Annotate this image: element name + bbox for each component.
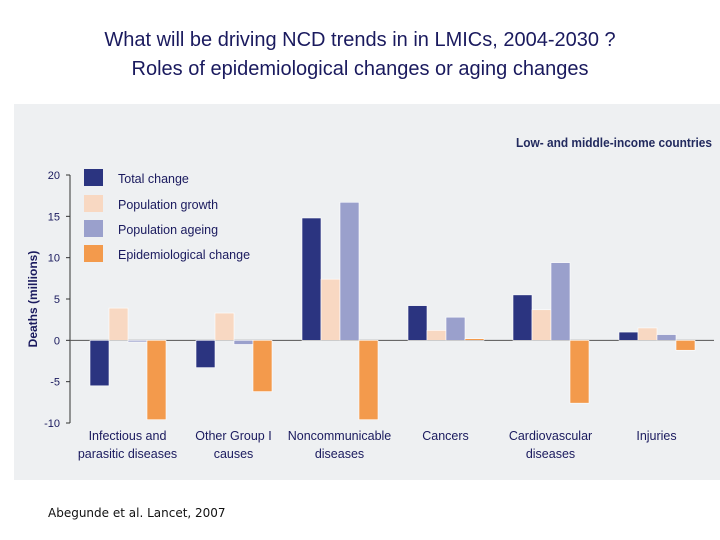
bar bbox=[320, 278, 341, 341]
y-tick-label: -5 bbox=[50, 377, 60, 389]
category-label: Infectious and bbox=[89, 429, 167, 443]
legend-label: Epidemiological change bbox=[118, 248, 250, 262]
bar bbox=[214, 312, 235, 341]
y-tick-label: -10 bbox=[44, 418, 60, 430]
y-axis-label: Deaths (millions) bbox=[26, 251, 40, 348]
bar bbox=[531, 309, 552, 341]
category-label: diseases bbox=[526, 447, 575, 461]
chart-panel: Low- and middle-income countries Deaths (… bbox=[14, 104, 720, 480]
title-line-1: What will be driving NCD trends in in LM… bbox=[104, 29, 616, 51]
y-tick-label: 15 bbox=[48, 211, 60, 223]
bar bbox=[301, 217, 322, 341]
y-tick-label: 5 bbox=[54, 294, 60, 306]
bar bbox=[426, 330, 447, 341]
bar bbox=[550, 262, 571, 341]
bar bbox=[675, 340, 696, 351]
bar bbox=[618, 331, 639, 341]
bar bbox=[146, 340, 167, 420]
category-label: Injuries bbox=[636, 429, 676, 443]
legend-swatch bbox=[84, 220, 103, 237]
bar bbox=[252, 340, 273, 392]
bar bbox=[127, 340, 148, 343]
chart-title: Low- and middle-income countries bbox=[516, 136, 712, 150]
bar bbox=[637, 327, 658, 341]
title-line-2: Roles of epidemiological changes or agin… bbox=[131, 58, 589, 80]
bar bbox=[407, 305, 428, 341]
bar bbox=[195, 340, 216, 368]
slide-title: What will be driving NCD trends in in LM… bbox=[0, 26, 720, 84]
legend-label: Population growth bbox=[118, 198, 218, 212]
y-tick-label: 10 bbox=[48, 253, 60, 265]
category-label: Noncommunicable bbox=[288, 429, 392, 443]
bar bbox=[569, 340, 590, 404]
legend-label: Total change bbox=[118, 172, 189, 186]
legend-swatch bbox=[84, 245, 103, 262]
legend-swatch bbox=[84, 195, 103, 212]
category-label: diseases bbox=[315, 447, 364, 461]
bar bbox=[233, 340, 254, 345]
bar bbox=[339, 201, 360, 341]
bar bbox=[89, 340, 110, 387]
category-label: Cancers bbox=[422, 429, 469, 443]
category-label: parasitic diseases bbox=[78, 447, 177, 461]
category-label: Cardiovascular bbox=[509, 429, 592, 443]
y-tick-label: 20 bbox=[48, 170, 60, 182]
y-tick-label: 0 bbox=[54, 335, 60, 347]
bar-chart: Low- and middle-income countries Deaths (… bbox=[26, 136, 714, 461]
category-label: causes bbox=[214, 447, 254, 461]
category-label: Other Group I bbox=[195, 429, 271, 443]
bar bbox=[445, 316, 466, 341]
bar bbox=[358, 340, 379, 420]
legend-swatch bbox=[84, 169, 103, 186]
bar bbox=[464, 338, 485, 341]
bar bbox=[108, 307, 129, 341]
legend-label: Population ageing bbox=[118, 223, 218, 237]
citation: Abegunde et al. Lancet, 2007 bbox=[48, 506, 226, 520]
bar bbox=[512, 294, 533, 341]
bar bbox=[656, 334, 677, 341]
